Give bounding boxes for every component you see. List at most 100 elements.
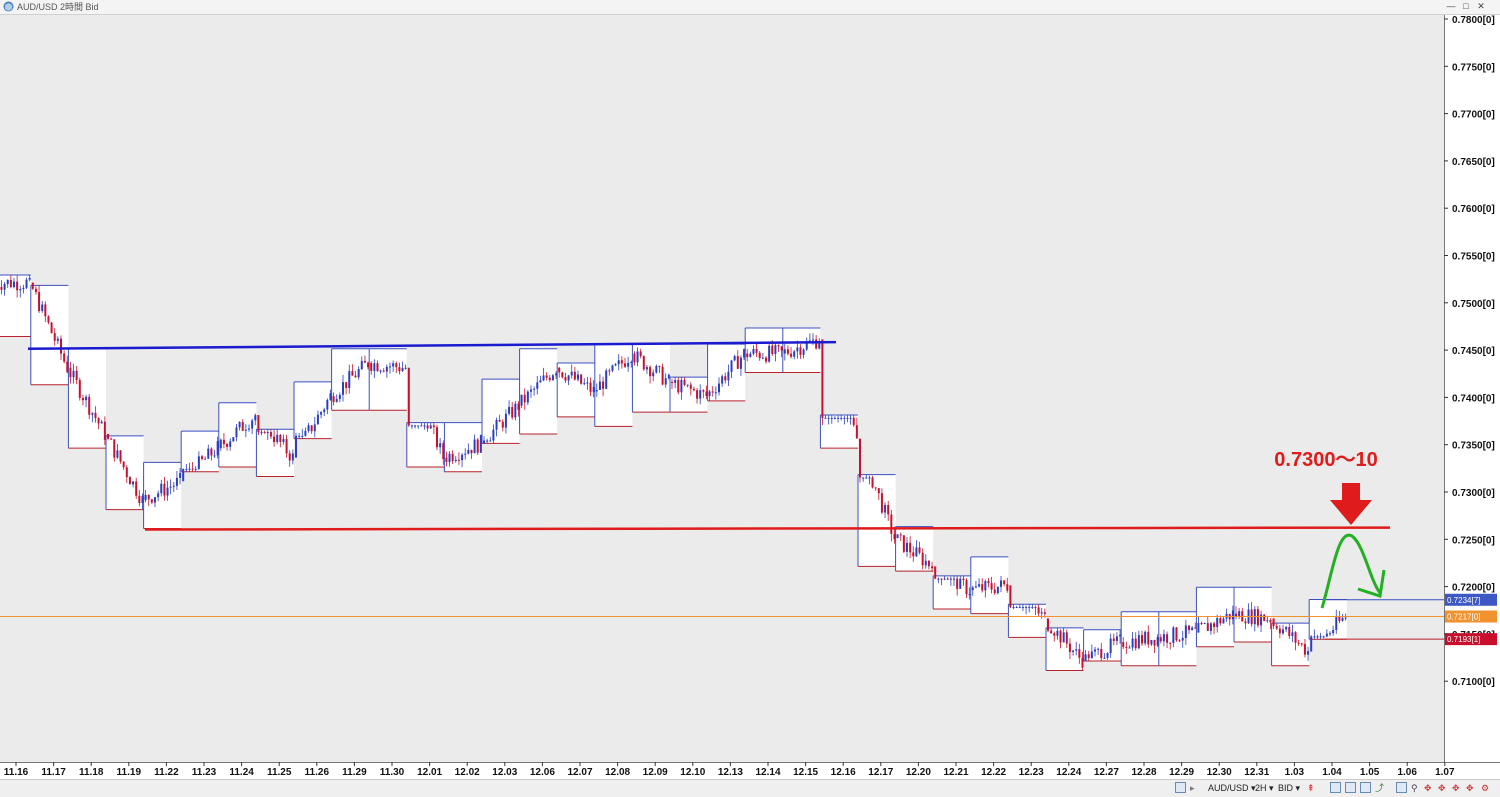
candle-body bbox=[846, 417, 849, 419]
candle-body bbox=[329, 393, 332, 401]
candle-body bbox=[796, 347, 799, 352]
scroll-right-icon[interactable]: ▸ bbox=[1190, 783, 1195, 793]
candle-body bbox=[91, 412, 94, 415]
price-tag bbox=[1445, 610, 1497, 623]
price-type-selector[interactable]: BID ▾ bbox=[1278, 783, 1301, 793]
candle-body bbox=[226, 444, 229, 447]
candle-body bbox=[1188, 625, 1190, 631]
candle-body bbox=[990, 583, 993, 590]
cursor-icon[interactable]: ⤴ bbox=[1375, 783, 1385, 793]
y-tick-label: 0.7450[0] bbox=[1452, 346, 1495, 357]
candle-body bbox=[31, 282, 34, 289]
price-chart[interactable]: 0.7800[0] 0.7750[0] 0.7700[0] 0.7650[0] 0.76… bbox=[0, 0, 1500, 779]
candle-body bbox=[1059, 630, 1062, 643]
candle-type-icon[interactable] bbox=[1360, 782, 1371, 793]
candle-body bbox=[799, 347, 802, 355]
candle-body bbox=[332, 396, 335, 402]
candle-body bbox=[567, 375, 570, 381]
grid-icon[interactable] bbox=[1396, 782, 1407, 793]
candle-body bbox=[840, 417, 843, 419]
settings-icon[interactable]: ⚙ bbox=[1481, 783, 1490, 793]
candle-body bbox=[949, 578, 952, 580]
candle-body bbox=[191, 468, 194, 470]
candle-body bbox=[1003, 580, 1006, 585]
candle-body bbox=[1169, 642, 1172, 644]
candle-body bbox=[144, 494, 147, 501]
candle-body bbox=[818, 343, 821, 349]
candle-body bbox=[1222, 618, 1225, 624]
candle-body bbox=[934, 566, 937, 579]
chart-tool-icon[interactable] bbox=[1330, 782, 1341, 793]
x-tick-label: 11.18 bbox=[79, 767, 104, 778]
candle-body bbox=[962, 578, 965, 581]
candle-body bbox=[677, 380, 680, 393]
y-tick-label: 0.7700[0] bbox=[1452, 110, 1495, 121]
candle-body bbox=[207, 448, 210, 459]
candle-body bbox=[147, 494, 150, 500]
candle-body bbox=[132, 481, 135, 485]
candle-body bbox=[489, 440, 492, 442]
candle-body bbox=[266, 432, 269, 434]
expand-icon[interactable]: ✥ bbox=[1438, 783, 1446, 793]
range-box bbox=[482, 379, 520, 444]
move-icon[interactable]: ✥ bbox=[1424, 783, 1432, 793]
candle-body bbox=[877, 488, 880, 494]
range-box bbox=[1046, 627, 1084, 671]
candle-body bbox=[298, 435, 301, 437]
candle-body bbox=[367, 362, 370, 368]
candle-body bbox=[107, 433, 109, 439]
candle-body bbox=[50, 322, 53, 334]
x-tick-label: 12.17 bbox=[868, 767, 893, 778]
timeframe-selector[interactable]: 2H ▾ bbox=[1255, 783, 1274, 793]
candle-body bbox=[824, 417, 827, 419]
x-tick-label: 12.02 bbox=[455, 767, 480, 778]
fit-icon[interactable]: ✥ bbox=[1466, 783, 1474, 793]
pin-icon[interactable]: ⇞ bbox=[1307, 783, 1315, 793]
maximize-button[interactable]: □ bbox=[1463, 1, 1469, 11]
candle-body bbox=[1178, 640, 1181, 642]
candle-body bbox=[1322, 636, 1325, 638]
crosshair-icon[interactable] bbox=[1345, 782, 1356, 793]
candle-body bbox=[1266, 620, 1269, 622]
candle-body bbox=[432, 425, 435, 428]
symbol-selector[interactable]: AUD/USD ▾ bbox=[1208, 783, 1256, 793]
candle-body bbox=[1335, 616, 1338, 630]
x-tick-label: 12.03 bbox=[492, 767, 517, 778]
candle-body bbox=[1040, 612, 1043, 614]
candle-body bbox=[649, 367, 652, 377]
price-tag bbox=[1445, 593, 1497, 606]
candle-body bbox=[595, 389, 598, 392]
y-tick-label: 0.7300[0] bbox=[1452, 488, 1495, 499]
candle-body bbox=[1018, 607, 1021, 609]
candle-body bbox=[530, 389, 532, 392]
candle-body bbox=[718, 383, 720, 393]
candle-body bbox=[423, 425, 426, 427]
candle-body bbox=[702, 390, 705, 392]
candle-body bbox=[248, 428, 250, 430]
time-axis[interactable] bbox=[0, 762, 1500, 779]
candle-body bbox=[714, 392, 717, 394]
candle-body bbox=[1300, 643, 1303, 645]
candle-body bbox=[244, 429, 247, 431]
close-button[interactable]: ✕ bbox=[1477, 1, 1485, 11]
candle-body bbox=[1112, 638, 1115, 641]
candle-body bbox=[765, 357, 767, 362]
candle-body bbox=[752, 348, 755, 354]
candle-body bbox=[1260, 614, 1263, 626]
candle-body bbox=[614, 364, 617, 366]
range-box bbox=[858, 474, 896, 567]
candle-body bbox=[313, 424, 316, 432]
candle-body bbox=[931, 566, 934, 569]
candle-body bbox=[592, 387, 595, 392]
candle-body bbox=[852, 417, 855, 426]
minimize-button[interactable]: — bbox=[1446, 1, 1456, 11]
zoom-icon[interactable]: ⚲ bbox=[1411, 783, 1418, 793]
shrink-icon[interactable]: ✥ bbox=[1452, 783, 1460, 793]
candle-body bbox=[470, 449, 473, 454]
candle-body bbox=[605, 370, 608, 389]
x-tick-label: 11.19 bbox=[117, 767, 142, 778]
scroll-bar-icon[interactable] bbox=[1175, 782, 1186, 793]
candle-body bbox=[802, 349, 805, 355]
candle-body bbox=[1122, 642, 1125, 647]
range-box bbox=[782, 327, 821, 373]
